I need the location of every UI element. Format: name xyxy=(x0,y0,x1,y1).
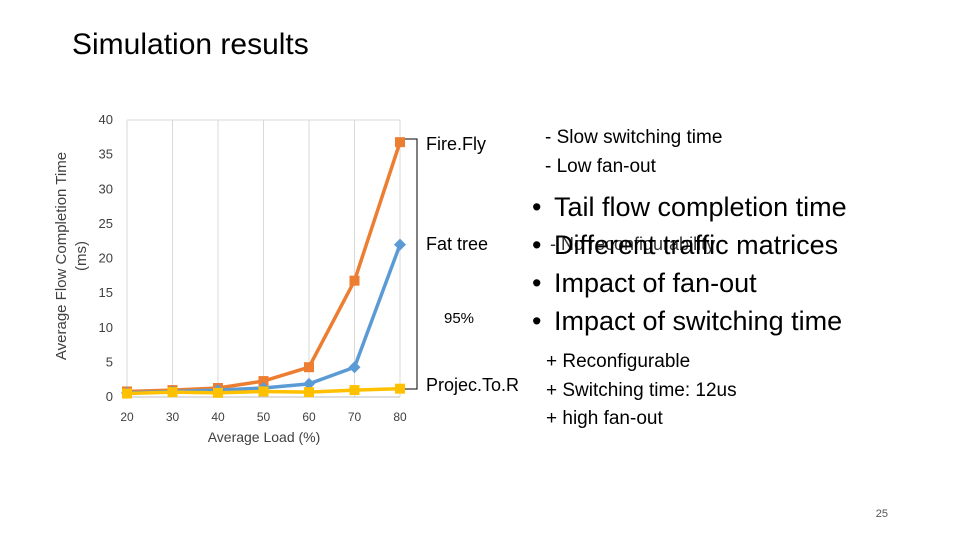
x-tick-label: 70 xyxy=(348,410,362,424)
bullet-item: Impact of switching time xyxy=(532,302,847,340)
chart-axes xyxy=(127,138,418,398)
series-label: Fire.Fly xyxy=(426,134,486,154)
y-axis-label-line: (ms) xyxy=(73,241,90,271)
data-point xyxy=(394,238,406,251)
chart-series xyxy=(121,137,406,399)
y-tick-label: 10 xyxy=(99,320,113,335)
data-point xyxy=(395,137,405,148)
y-tick-label: 35 xyxy=(99,147,113,162)
series-label: Projec.To.R xyxy=(426,375,519,395)
y-axis-label: Average Flow Completion Time (ms) xyxy=(53,152,90,360)
x-tick-label: 30 xyxy=(166,410,180,424)
data-point xyxy=(213,387,223,398)
data-point xyxy=(258,386,269,397)
x-axis-label: Average Load (%) xyxy=(208,429,321,445)
percentile-annotation: 95% xyxy=(444,310,474,327)
y-tick-label: 40 xyxy=(99,112,113,127)
data-point xyxy=(349,275,360,286)
page-number: 25 xyxy=(875,508,888,520)
bullet-text: Impact of fan-out xyxy=(554,268,757,298)
bullet-item: Different traffic matrices xyxy=(532,226,847,264)
y-tick-label: 5 xyxy=(106,354,113,369)
series-label: Fat tree xyxy=(426,234,488,254)
data-point xyxy=(349,385,360,396)
data-point xyxy=(258,376,269,387)
chart-labels: 0 5 10 15 20 25 30 35 40 20 30 40 50 60 70 80 Average Lo… xyxy=(53,112,519,445)
firefly-note-1: - Slow switching time xyxy=(545,127,723,148)
data-point xyxy=(304,387,314,398)
bullet-text: Impact of switching time xyxy=(554,306,843,336)
y-tick-label: 25 xyxy=(99,216,113,231)
bullet-text: Tail flow completion time xyxy=(554,192,847,222)
data-point xyxy=(122,388,132,399)
projector-note-2: + Switching time: 12us xyxy=(546,380,737,401)
key-points-list: Tail flow completion time Different traf… xyxy=(532,188,847,340)
data-point xyxy=(303,377,315,390)
data-point xyxy=(348,361,361,374)
chart-gridlines xyxy=(126,119,401,397)
percentile-bracket xyxy=(405,138,418,390)
x-tick-label: 40 xyxy=(211,410,225,424)
data-point xyxy=(395,383,405,394)
firefly-note-2: - Low fan-out xyxy=(545,156,656,177)
y-axis-label-line: Average Flow Completion Time xyxy=(53,152,70,360)
x-tick-label: 20 xyxy=(120,410,134,424)
x-tick-label: 60 xyxy=(302,410,316,424)
y-tick-label: 0 xyxy=(106,389,113,404)
data-point xyxy=(167,387,178,398)
projector-note-1: + Reconfigurable xyxy=(546,351,691,372)
x-tick-label: 80 xyxy=(393,410,407,424)
projector-note-3: + high fan-out xyxy=(546,408,663,429)
y-tick-label: 20 xyxy=(99,251,113,266)
bullet-item: Impact of fan-out xyxy=(532,264,847,302)
slide-title: Simulation results xyxy=(72,28,309,61)
x-tick-label: 50 xyxy=(257,410,271,424)
bullet-item: Tail flow completion time xyxy=(532,188,847,226)
data-point xyxy=(304,362,314,373)
y-tick-label: 15 xyxy=(99,285,113,300)
y-tick-label: 30 xyxy=(99,181,113,196)
bullet-text: Different traffic matrices xyxy=(554,230,839,260)
